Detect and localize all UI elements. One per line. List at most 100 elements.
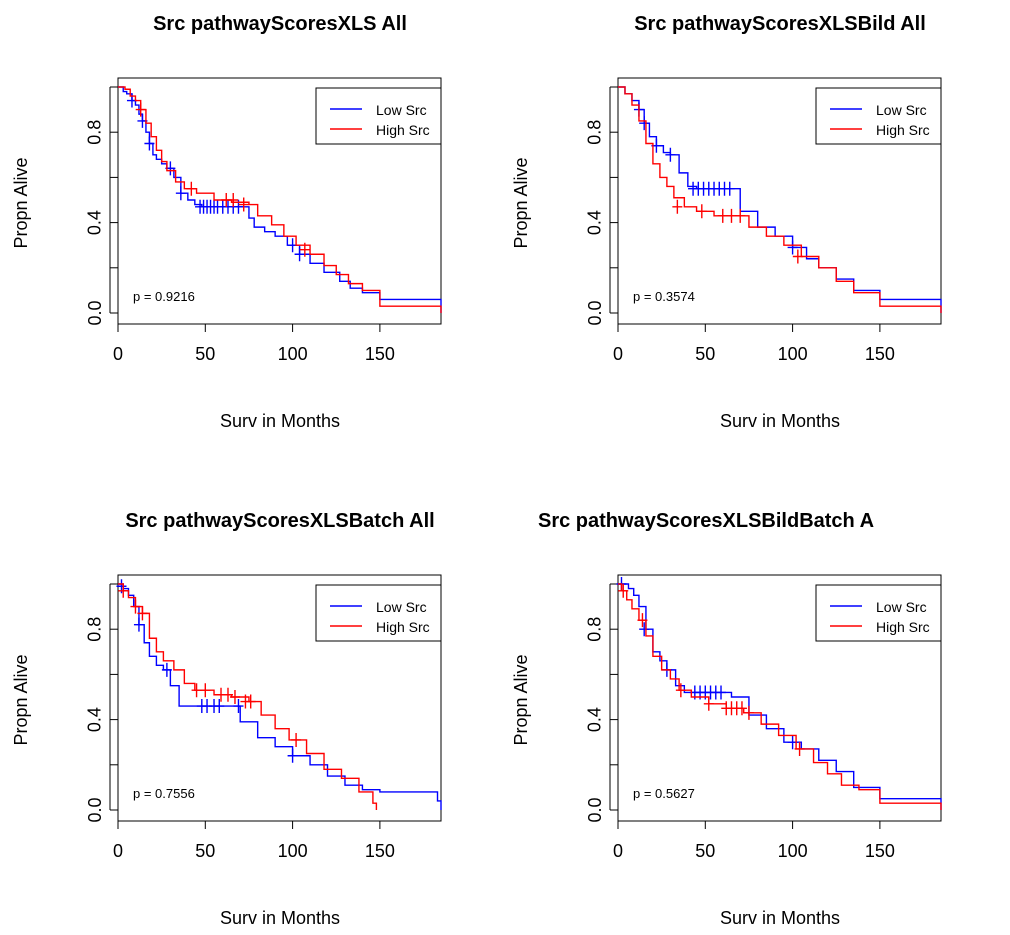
x-tick-label: 150 <box>365 344 395 364</box>
x-axis-label: Surv in Months <box>220 908 340 928</box>
censor-mark <box>299 242 310 257</box>
censor-mark <box>637 613 648 628</box>
x-tick-label: 150 <box>865 841 895 861</box>
censor-mark <box>696 204 707 219</box>
censor-mark <box>186 181 197 196</box>
y-axis-label: Propn Alive <box>511 654 531 745</box>
censor-mark <box>794 741 805 756</box>
censor-mark <box>200 683 211 698</box>
censor-mark <box>130 599 141 614</box>
x-tick-label: 100 <box>278 841 308 861</box>
x-tick-label: 0 <box>113 841 123 861</box>
x-tick-label: 50 <box>695 841 715 861</box>
censor-mark <box>233 699 244 714</box>
censor-mark <box>191 683 202 698</box>
y-tick-label: 0.8 <box>585 120 605 145</box>
x-tick-label: 50 <box>195 841 215 861</box>
censor-mark <box>726 208 737 223</box>
y-tick-label: 0.4 <box>585 210 605 235</box>
y-axis-label: Propn Alive <box>11 654 31 745</box>
censor-mark <box>294 247 305 262</box>
km-panel-2: Src pathwayScoresXLSBild All Surv in Mon… <box>511 13 942 431</box>
censor-mark <box>724 181 735 196</box>
censor-mark <box>229 690 240 704</box>
x-tick-label: 150 <box>365 841 395 861</box>
censor-mark <box>618 583 629 598</box>
x-tick-label: 50 <box>195 344 215 364</box>
y-tick-label: 0.0 <box>585 797 605 822</box>
p-value-annotation: p = 0.9216 <box>133 289 195 304</box>
censor-mark <box>735 208 746 223</box>
censor-mark <box>792 249 803 264</box>
censor-mark <box>665 147 676 162</box>
y-tick-label: 0.4 <box>85 707 105 732</box>
censor-mark <box>133 617 144 632</box>
y-tick-label: 0.8 <box>585 617 605 642</box>
censor-mark <box>787 240 798 255</box>
censor-mark <box>175 186 186 201</box>
y-tick-label: 0.8 <box>85 120 105 145</box>
x-tick-label: 0 <box>613 344 623 364</box>
censor-mark <box>639 116 650 131</box>
x-axis-label: Surv in Months <box>720 411 840 431</box>
x-tick-label: 0 <box>613 841 623 861</box>
p-value-annotation: p = 0.7556 <box>133 786 195 801</box>
y-tick-label: 0.8 <box>85 617 105 642</box>
x-tick-label: 50 <box>695 344 715 364</box>
p-value-annotation: p = 0.3574 <box>633 289 695 304</box>
y-tick-label: 0.4 <box>85 210 105 235</box>
legend-entry-low-label: Low Src <box>876 102 927 118</box>
chart-title: Src pathwayScoresXLSBild All <box>634 13 926 35</box>
censor-mark <box>291 732 302 747</box>
legend-entry-low-label: Low Src <box>876 599 927 615</box>
y-tick-label: 0.0 <box>85 797 105 822</box>
x-tick-label: 150 <box>865 344 895 364</box>
legend-box <box>315 87 442 145</box>
legend-entry-high-label: High Src <box>376 619 430 635</box>
legend-entry-high-label: High Src <box>376 122 430 138</box>
y-tick-label: 0.0 <box>85 300 105 325</box>
x-axis-label: Surv in Months <box>720 908 840 928</box>
censor-mark <box>639 622 650 637</box>
censor-mark <box>238 197 249 212</box>
y-axis-label: Propn Alive <box>11 157 31 248</box>
censor-mark <box>228 193 239 207</box>
x-tick-label: 0 <box>113 344 123 364</box>
censor-mark <box>135 102 146 117</box>
censor-mark <box>118 583 129 598</box>
legend-box <box>815 87 942 145</box>
censor-mark <box>287 748 298 763</box>
legend-entry-high-label: High Src <box>876 122 930 138</box>
km-panel-1: Src pathwayScoresXLS All Surv in Months … <box>11 13 442 431</box>
chart-title: Src pathwayScoresXLSBildBatch A <box>538 510 874 532</box>
censor-mark <box>144 136 155 151</box>
censor-mark <box>703 696 714 711</box>
y-axis-label: Propn Alive <box>511 157 531 248</box>
censor-mark <box>675 683 686 698</box>
legend-entry-low-label: Low Src <box>376 102 427 118</box>
x-tick-label: 100 <box>778 344 808 364</box>
x-axis-label: Surv in Months <box>220 411 340 431</box>
censor-mark <box>245 694 256 709</box>
censor-mark <box>672 199 683 214</box>
censor-mark <box>717 208 728 223</box>
censor-mark <box>161 662 172 677</box>
y-tick-label: 0.0 <box>585 300 605 325</box>
censor-mark <box>716 685 727 700</box>
chart-title: Src pathwayScoresXLS All <box>153 13 407 35</box>
censor-mark <box>222 687 233 702</box>
x-tick-label: 100 <box>278 344 308 364</box>
legend-entry-low-label: Low Src <box>376 599 427 615</box>
y-tick-label: 0.4 <box>585 707 605 732</box>
legend-box <box>815 584 942 642</box>
censor-mark <box>736 701 747 716</box>
censor-mark <box>214 699 225 714</box>
chart-title: Src pathwayScoresXLSBatch All <box>125 510 434 532</box>
censor-mark <box>137 606 148 621</box>
legend-entry-high-label: High Src <box>876 619 930 635</box>
km-panel-3: Src pathwayScoresXLSBatch All Surv in Mo… <box>11 510 442 928</box>
km-panel-4: Src pathwayScoresXLSBildBatch A Surv in … <box>511 510 942 928</box>
censor-mark <box>743 705 754 720</box>
x-tick-label: 100 <box>778 841 808 861</box>
